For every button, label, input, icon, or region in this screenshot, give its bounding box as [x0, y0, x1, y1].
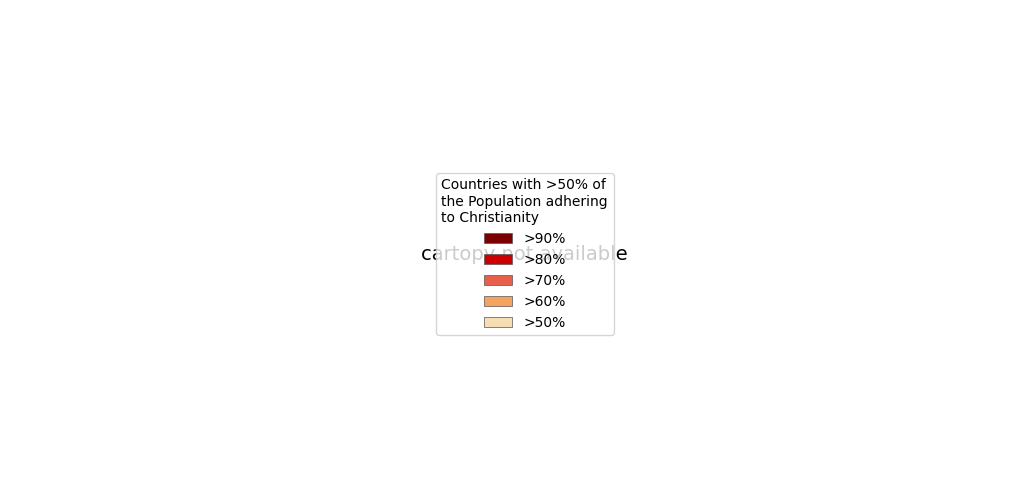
- Text: cartopy not available: cartopy not available: [422, 244, 628, 264]
- Legend: >90%, >80%, >70%, >60%, >50%: >90%, >80%, >70%, >60%, >50%: [436, 173, 613, 335]
